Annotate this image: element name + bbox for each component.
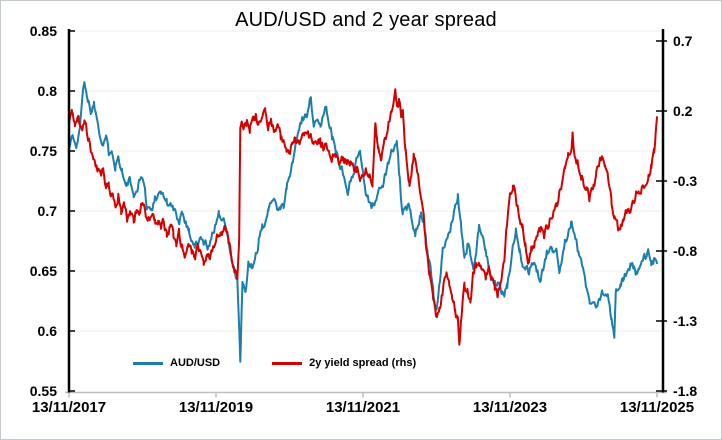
- aud-line-swatch: [133, 361, 163, 365]
- spread-line-swatch: [272, 361, 303, 365]
- left-axis-tick-label: 0.75: [29, 143, 57, 159]
- left-axis-tick-label: 0.65: [29, 263, 57, 279]
- left-axis-tick-label: 0.85: [29, 23, 57, 39]
- legend: AUD/USD 2y yield spread (rhs): [133, 357, 416, 369]
- x-axis-tick-label: 13/11/2021: [325, 399, 401, 416]
- left-axis-tick-label: 0.7: [37, 203, 57, 219]
- right-axis-tick-label: -0.3: [673, 173, 698, 189]
- chart-title: AUD/USD and 2 year spread: [235, 9, 497, 31]
- right-axis-tick-label: -1.8: [673, 383, 698, 399]
- left-axis-tick-label: 0.55: [29, 383, 57, 399]
- x-axis-tick-label: 13/11/2017: [31, 399, 107, 416]
- right-axis-tick-label: 0.7: [673, 33, 693, 49]
- left-axis-tick-label: 0.8: [37, 83, 57, 99]
- x-axis-tick-label: 13/11/2023: [472, 399, 548, 416]
- series-line-spread: [69, 88, 658, 346]
- right-axis-tick-label: 0.2: [673, 103, 693, 119]
- legend-item-spread: 2y yield spread (rhs): [272, 357, 416, 369]
- legend-item-aud: AUD/USD: [133, 357, 220, 369]
- legend-label-spread: 2y yield spread (rhs): [309, 357, 417, 369]
- x-axis-tick-label: 13/11/2019: [178, 399, 254, 416]
- left-axis-tick-label: 0.6: [37, 323, 57, 339]
- x-axis-tick-label: 13/11/2025: [619, 399, 695, 416]
- right-axis-tick-label: -0.8: [673, 243, 698, 259]
- legend-label-aud: AUD/USD: [170, 357, 221, 369]
- series-line-aud: [69, 81, 658, 363]
- right-axis-tick-label: -1.3: [673, 313, 698, 329]
